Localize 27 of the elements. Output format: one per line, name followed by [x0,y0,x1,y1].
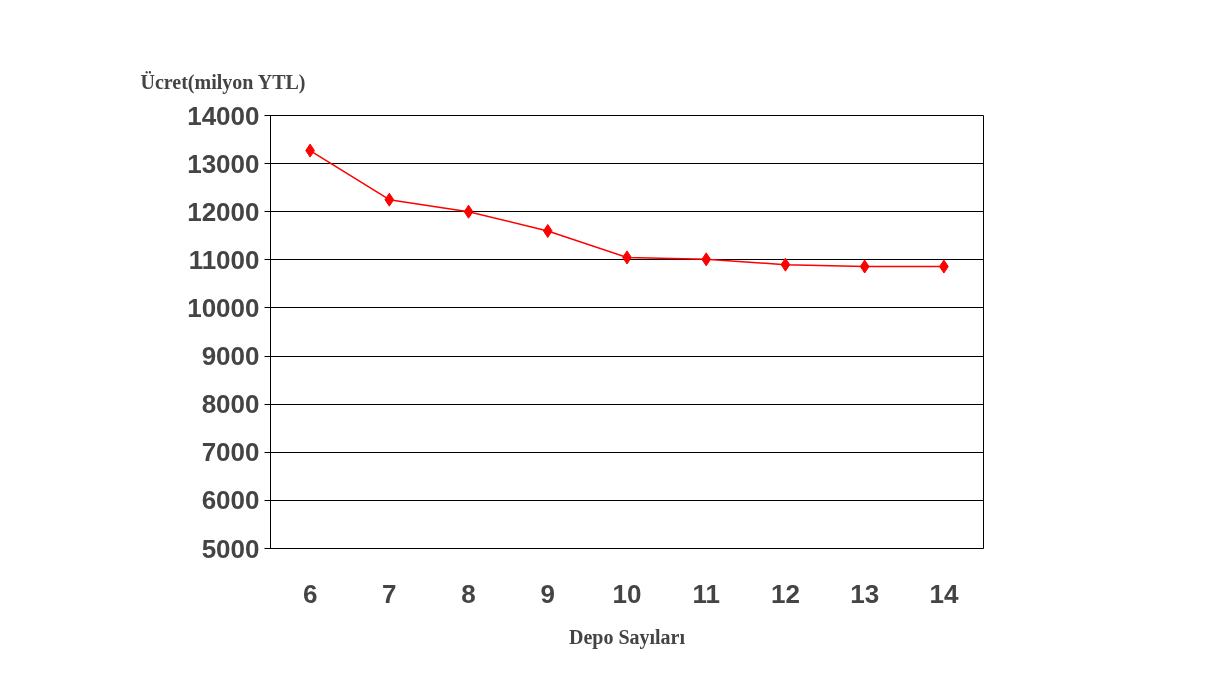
y-tick-label: 8000 [201,389,260,420]
x-tick-label: 13 [850,578,880,609]
y-tick-label: 11000 [188,244,260,275]
x-tick-label: 11 [692,578,720,609]
x-tick-label: 14 [929,578,959,609]
point [463,204,474,219]
point [701,252,712,267]
y-tick-label: 9000 [201,341,260,372]
y-tick-label: 7000 [201,437,260,468]
x-tick-label: 6 [302,578,318,609]
point [542,223,553,238]
y-tick-label: 5000 [201,533,260,564]
x-axis-title: Depo Sayıları [568,625,686,649]
point [384,192,395,207]
x-tick-label: 8 [461,578,476,609]
x-tick-label: 7 [382,578,397,609]
y-tick-label: 6000 [201,485,260,516]
y-tick-label: 10000 [187,292,260,323]
y-tick-label: 12000 [187,196,260,227]
x-tick-label: 9 [540,578,556,609]
y-tick-label: 13000 [187,148,260,179]
y-axis-title: Ücret(milyon YTL) [140,71,306,94]
point [780,257,791,272]
point [859,259,870,274]
x-tick-label: 12 [770,578,800,609]
y-tick-label: 14000 [187,100,260,131]
x-tick-label: 10 [612,578,642,609]
